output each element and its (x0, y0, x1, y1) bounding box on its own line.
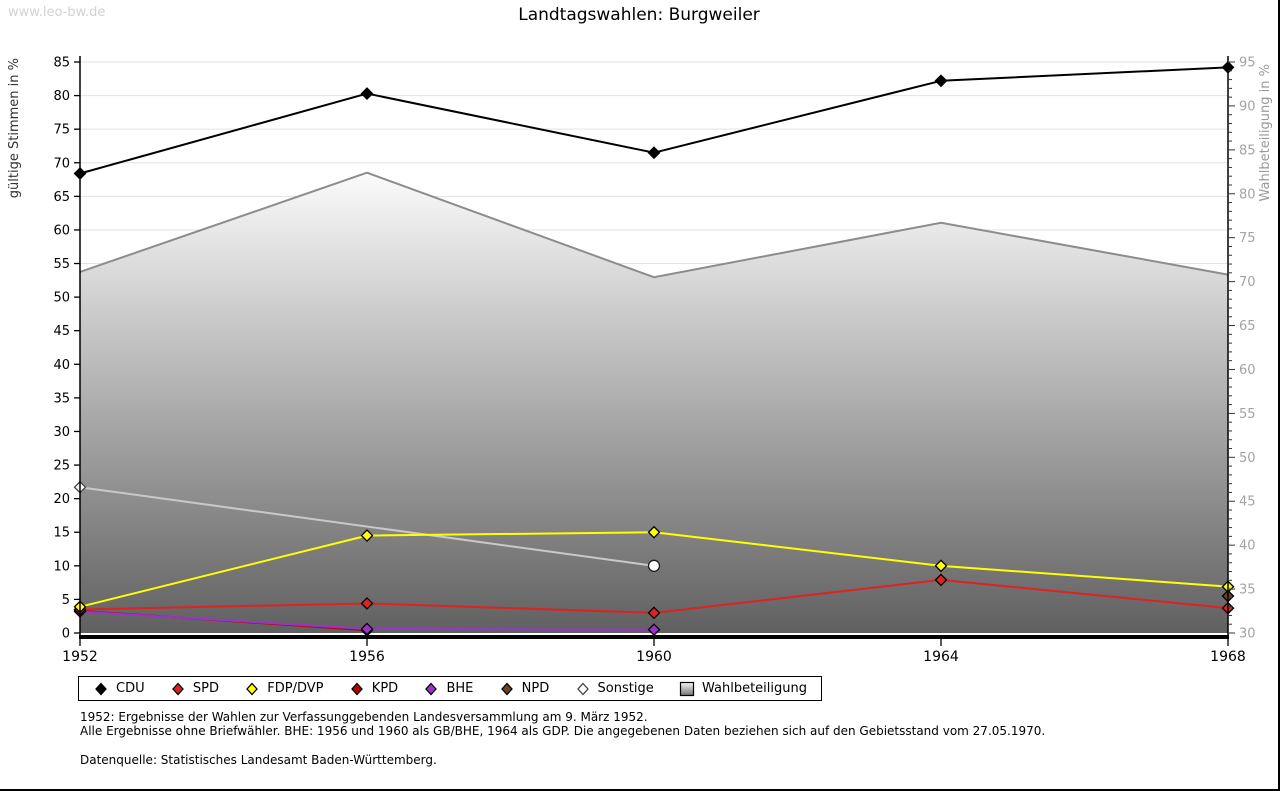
x-axis-tick-label: 1952 (62, 649, 98, 665)
right-axis-tick-label: 45 (1239, 495, 1256, 510)
right-axis-tick-label: 55 (1239, 407, 1256, 422)
series-marker-fdp-dvp (934, 559, 948, 573)
x-axis-tick-label: 1956 (349, 649, 385, 665)
legend-item-sonstige: Sonstige (575, 681, 654, 697)
legend-item-bhe: BHE (423, 681, 473, 697)
page-title: Landtagswahlen: Burgweiler (518, 5, 760, 25)
series-marker-spd (360, 597, 374, 610)
legend-label: FDP/DVP (267, 681, 324, 696)
x-axis-tick-label: 1968 (1210, 649, 1246, 665)
series-marker-fdp-dvp (647, 525, 661, 539)
left-axis-tick-label: 20 (53, 492, 70, 507)
series-marker-bhe (360, 622, 374, 636)
legend: CDU SPD FDP/DVP KPD BHE NPD Sonstige Wahlbeteil… (78, 676, 822, 701)
left-axis-tick-label: 15 (53, 526, 70, 541)
series-marker-cdu (360, 87, 374, 100)
legend-item-cdu: CDU (93, 681, 145, 697)
legend-diamond-icon (425, 682, 438, 695)
series-marker-cdu (934, 74, 948, 88)
left-axis-tick-label: 75 (53, 123, 70, 138)
right-axis-tick-label: 70 (1239, 275, 1256, 290)
series-marker-spd (647, 606, 661, 620)
legend-diamond-icon (95, 682, 107, 695)
left-axis-tick-label: 30 (53, 425, 70, 440)
right-axis-tick-label: 85 (1239, 143, 1256, 158)
x-axis-tick-label: 1960 (636, 649, 672, 665)
left-axis-tick-label: 70 (53, 156, 70, 171)
legend-label: Wahlbeteiligung (701, 681, 807, 696)
legend-label: NPD (521, 681, 550, 696)
legend-item-fdp-dvp: FDP/DVP (244, 681, 324, 697)
left-axis-tick-label: 80 (53, 89, 70, 104)
legend-label: KPD (371, 681, 399, 696)
legend-diamond-icon (172, 682, 184, 695)
area-edge-wahlbeteiligung (79, 171, 1229, 279)
legend-item-wahlbeteiligung: Wahlbeteiligung (679, 681, 807, 697)
left-axis-tick-label: 60 (53, 223, 70, 238)
left-axis-tick-label: 45 (53, 324, 70, 339)
series-marker-sonstige (647, 559, 661, 572)
left-axis-tick-label: 35 (53, 391, 70, 406)
right-axis-tick-label: 95 (1239, 56, 1256, 71)
footnote-line-1: 1952: Ergebnisse der Wahlen zur Verfassu… (80, 710, 648, 724)
left-axis-tick-label: 5 (62, 593, 70, 608)
left-axis-tick-label: 85 (53, 56, 70, 71)
legend-label: Sonstige (597, 681, 654, 696)
series-marker-spd (934, 573, 948, 587)
series-marker-fdp-dvp (360, 529, 374, 543)
right-axis-tick-label: 35 (1239, 583, 1256, 598)
legend-square-icon (679, 681, 695, 696)
left-axis-tick-label: 55 (53, 257, 70, 272)
legend-diamond-icon (576, 682, 589, 695)
right-axis-tick-label: 40 (1239, 539, 1256, 554)
legend-diamond-icon (350, 682, 363, 695)
footnotes: 1952: Ergebnisse der Wahlen zur Verfassu… (80, 710, 1045, 767)
left-axis-tick-label: 10 (53, 559, 70, 574)
left-axis-tick-label: 50 (53, 291, 70, 306)
right-axis-tick-label: 50 (1239, 451, 1256, 466)
right-axis-tick-label: 90 (1239, 99, 1256, 114)
left-axis-tick-label: 0 (62, 627, 70, 642)
footnote-source: Datenquelle: Statistisches Landesamt Bad… (80, 753, 437, 768)
right-axis-tick-label: 75 (1239, 231, 1256, 246)
legend-item-kpd: KPD (349, 681, 398, 697)
legend-diamond-icon (500, 682, 513, 695)
right-axis-tick-label: 60 (1239, 363, 1256, 378)
area-wahlbeteiligung (80, 172, 1228, 633)
legend-label: CDU (116, 681, 145, 696)
series-marker-cdu (647, 146, 661, 160)
legend-item-npd: NPD (499, 681, 550, 697)
series-line-sonstige (79, 486, 655, 567)
footnote-line-2: Alle Ergebnisse ohne Briefwähler. BHE: 1… (80, 724, 1046, 739)
legend-item-spd: SPD (170, 681, 219, 697)
right-axis-tick-label: 65 (1239, 319, 1256, 334)
legend-diamond-icon (246, 682, 259, 695)
legend-label: BHE (446, 681, 474, 696)
right-axis-tick-label: 80 (1239, 187, 1256, 202)
right-axis-tick-label: 30 (1239, 627, 1256, 642)
x-axis-tick-label: 1964 (923, 649, 959, 665)
watermark: www.leo-bw.de (8, 5, 106, 20)
left-axis-tick-label: 65 (53, 190, 70, 205)
left-axis-tick-label: 40 (53, 358, 70, 373)
left-axis-tick-label: 25 (53, 459, 70, 474)
legend-label: SPD (192, 681, 219, 696)
